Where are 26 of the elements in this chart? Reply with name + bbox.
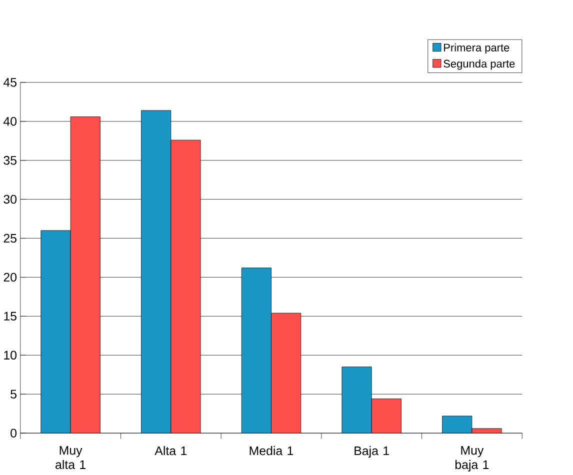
x-tick-label: Baja 1 [354,446,389,458]
y-tick-label: 15 [4,312,16,321]
bar [442,416,472,434]
y-tick-label: 20 [4,272,17,282]
legend-label: Segunda parte [444,60,515,70]
bar [70,116,100,434]
legend-label: Primera parte [444,44,510,54]
y-tick-label: 40 [3,117,17,126]
y-tick-label: 45 [3,78,16,87]
bar [241,268,272,434]
x-tick-label: Muy baja 1 [455,446,489,472]
y-tick-label: 25 [4,234,16,243]
y-tick-label: 5 [10,390,16,399]
bar [141,110,172,434]
x-tick-label: Alta 1 [154,446,187,456]
bar [342,366,372,434]
y-tick-label: 10 [4,350,17,360]
bar [40,230,71,434]
bar [371,398,402,434]
x-tick-label: Muy alta 1 [56,446,86,470]
y-tick-label: 35 [4,156,16,165]
y-tick-label: 0 [10,428,17,438]
bar [271,313,302,434]
bar [170,140,201,434]
y-tick-label: 30 [4,195,17,204]
x-tick-label: Media 1 [250,446,294,456]
